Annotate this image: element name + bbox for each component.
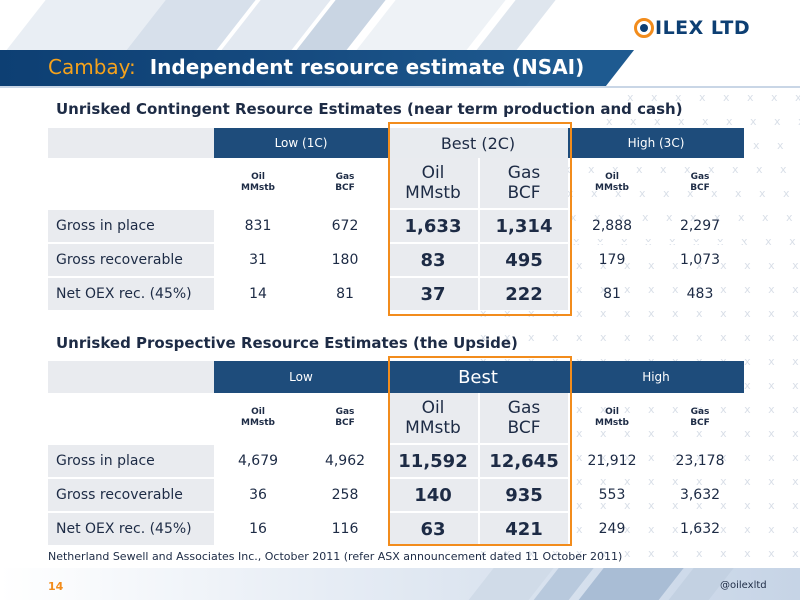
table-row: Net OEX rec. (45%) 16 116 63 421 249 1,632: [48, 511, 744, 545]
unit-best-gas: Gas BCF: [478, 158, 568, 208]
page-title: Cambay: Independent resource estimate (N…: [48, 55, 584, 79]
low-oil-value: 31: [249, 252, 267, 268]
contingent-table: Low (1C) Best (2C) High (3C) Oil MMstb Ga…: [48, 128, 744, 310]
low-oil-value: 831: [244, 218, 272, 234]
unit-best-gas: Gas BCF: [478, 393, 568, 443]
contingent-section-title: Unrisked Contingent Resource Estimates (…: [56, 100, 683, 118]
row-label: Gross recoverable: [48, 244, 214, 276]
table-row: Gross in place 831 672 1,633 1,314 2,888 2,297: [48, 208, 744, 242]
prospective-section-title: Unrisked Prospective Resource Estimates …: [56, 334, 518, 352]
unit-low-gas: Gas BCF: [335, 172, 355, 193]
unit-high-gas: Gas BCF: [690, 172, 710, 193]
low-gas-value: 4,962: [324, 453, 366, 469]
high-gas-value: 483: [686, 286, 714, 302]
header-empty-cell: [48, 361, 214, 393]
low-gas-value: 258: [331, 487, 359, 503]
low-gas-value: 81: [336, 286, 354, 302]
high-oil-value: 21,912: [587, 453, 637, 469]
contingent-group-header-row: Low (1C) Best (2C) High (3C): [48, 128, 744, 158]
high-oil-value: 179: [598, 252, 626, 268]
best-oil-value: 63: [388, 513, 478, 545]
company-logo: ILEX LTD: [634, 16, 750, 40]
social-handle: @oilexltd: [720, 580, 767, 591]
unit-low-gas: Gas BCF: [335, 407, 355, 428]
title-band: [0, 50, 560, 86]
best-gas-value: 935: [478, 479, 568, 511]
low-oil-value: 16: [249, 521, 267, 537]
prospective-table: Low Best High Oil MMstb Gas BCF Oil MMstb G…: [48, 361, 744, 545]
high-oil-value: 81: [603, 286, 621, 302]
high-oil-value: 249: [598, 521, 626, 537]
best-oil-value: 11,592: [388, 445, 478, 477]
title-main: Independent resource estimate (NSAI): [149, 55, 585, 79]
logo-o-icon: [634, 18, 654, 38]
group-high: High (3C): [568, 128, 744, 158]
table-row: Net OEX rec. (45%) 14 81 37 222 81 483: [48, 276, 744, 310]
unit-empty-cell: [48, 158, 214, 208]
low-oil-value: 4,679: [237, 453, 279, 469]
header-divider: [0, 86, 800, 88]
table-row: Gross recoverable 31 180 83 495 179 1,073: [48, 242, 744, 276]
high-gas-value: 2,297: [679, 218, 721, 234]
prospective-group-header-row: Low Best High: [48, 361, 744, 393]
low-oil-value: 14: [249, 286, 267, 302]
low-gas-value: 180: [331, 252, 359, 268]
row-label: Gross in place: [48, 445, 214, 477]
unit-best-oil: Oil MMstb: [388, 393, 478, 443]
group-high: High: [568, 361, 744, 393]
table-row: Gross in place 4,679 4,962 11,592 12,645 21,9…: [48, 443, 744, 477]
group-best: Best (2C): [388, 128, 568, 158]
low-gas-value: 672: [331, 218, 359, 234]
best-gas-value: 1,314: [478, 210, 568, 242]
high-gas-value: 1,073: [679, 252, 721, 268]
prospective-best-highlight: [388, 356, 572, 546]
low-gas-value: 116: [331, 521, 359, 537]
page-number: 14: [48, 580, 64, 593]
best-oil-value: 1,633: [388, 210, 478, 242]
best-gas-value: 421: [478, 513, 568, 545]
high-oil-value: 553: [598, 487, 626, 503]
source-footnote: Netherland Sewell and Associates Inc., O…: [48, 550, 623, 563]
prospective-unit-row: Oil MMstb Gas BCF Oil MMstb Gas BCF Oil MMstb…: [48, 393, 744, 443]
row-label: Gross in place: [48, 210, 214, 242]
group-low: Low (1C): [214, 128, 388, 158]
group-best: Best: [388, 361, 568, 393]
high-gas-value: 1,632: [679, 521, 721, 537]
best-gas-value: 495: [478, 244, 568, 276]
title-prefix: Cambay:: [48, 55, 136, 79]
best-oil-value: 140: [388, 479, 478, 511]
unit-high-gas: Gas BCF: [690, 407, 710, 428]
best-gas-value: 12,645: [478, 445, 568, 477]
logo-text: ILEX LTD: [655, 17, 751, 39]
group-low: Low: [214, 361, 388, 393]
unit-low-oil: Oil MMstb: [240, 407, 275, 428]
header-empty-cell: [48, 128, 214, 158]
contingent-unit-row: Oil MMstb Gas BCF Oil MMstb Gas BCF Oil MMstb…: [48, 158, 744, 208]
unit-high-oil: Oil MMstb: [594, 407, 629, 428]
row-label: Gross recoverable: [48, 479, 214, 511]
high-gas-value: 23,178: [675, 453, 725, 469]
high-oil-value: 2,888: [591, 218, 633, 234]
unit-low-oil: Oil MMstb: [240, 172, 275, 193]
best-oil-value: 37: [388, 278, 478, 310]
high-gas-value: 3,632: [679, 487, 721, 503]
unit-empty-cell: [48, 393, 214, 443]
low-oil-value: 36: [249, 487, 267, 503]
row-label: Net OEX rec. (45%): [48, 513, 214, 545]
unit-best-oil: Oil MMstb: [388, 158, 478, 208]
contingent-best-highlight: [388, 122, 572, 316]
footer-band: [0, 568, 800, 600]
best-gas-value: 222: [478, 278, 568, 310]
unit-high-oil: Oil MMstb: [594, 172, 629, 193]
row-label: Net OEX rec. (45%): [48, 278, 214, 310]
table-row: Gross recoverable 36 258 140 935 553 3,632: [48, 477, 744, 511]
best-oil-value: 83: [388, 244, 478, 276]
